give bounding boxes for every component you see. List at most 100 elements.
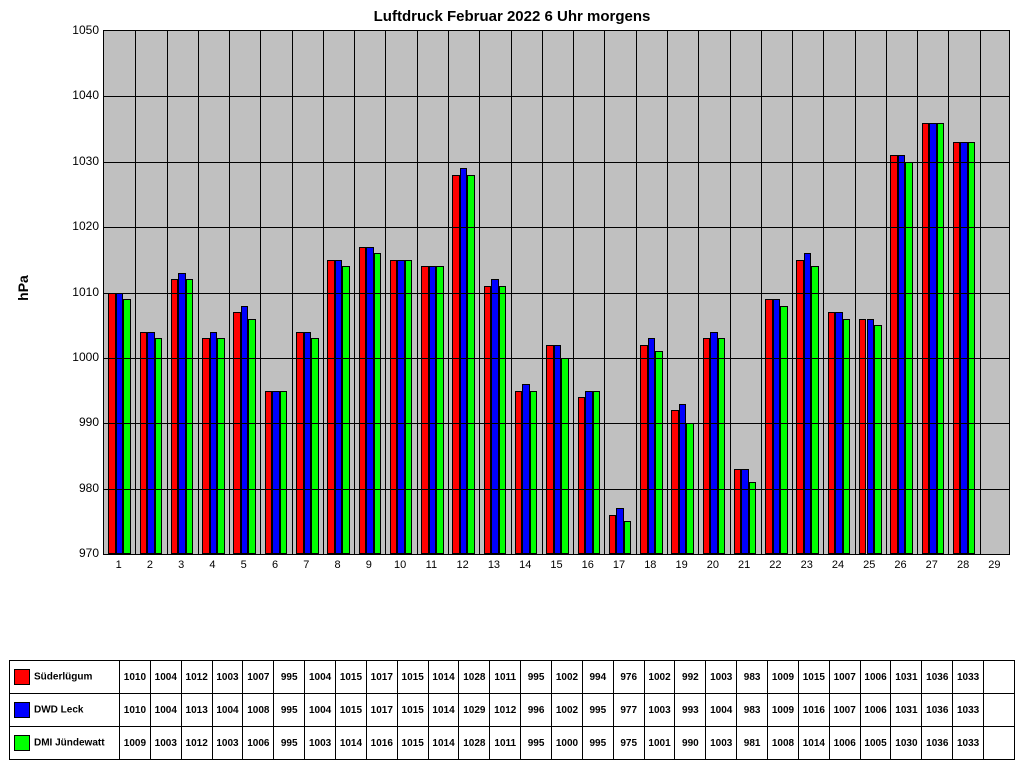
table-cell: 1008 <box>768 727 799 760</box>
gridline <box>104 162 1009 163</box>
table-cell: 995 <box>274 727 305 760</box>
gridline <box>104 358 1009 359</box>
table-cell: 1016 <box>366 727 397 760</box>
table-cell: 1033 <box>953 727 984 760</box>
x-tick-label: 7 <box>303 559 309 571</box>
table-cell: 1015 <box>336 694 367 727</box>
x-tick-label: 24 <box>832 559 844 571</box>
x-tick-label: 20 <box>707 559 719 571</box>
y-tick-label: 1030 <box>72 154 99 168</box>
bar <box>741 469 749 554</box>
legend-label: Süderlügum <box>34 672 92 683</box>
bar <box>804 253 812 554</box>
table-cell: 1001 <box>644 727 675 760</box>
x-tick-label: 2 <box>147 559 153 571</box>
table-cell: 1003 <box>150 727 181 760</box>
vgridline <box>542 31 543 554</box>
y-tick-label: 1020 <box>72 219 99 233</box>
table-cell: 1004 <box>212 694 243 727</box>
table-cell: 1012 <box>181 661 212 694</box>
bar <box>648 338 656 554</box>
table-row: DMI Jündewatt100910031012100310069951003… <box>10 727 1015 760</box>
bar <box>796 260 804 554</box>
x-tick-label: 13 <box>488 559 500 571</box>
table-cell: 1029 <box>459 694 490 727</box>
table-cell: 1009 <box>768 694 799 727</box>
vgridline <box>886 31 887 554</box>
table-cell: 1004 <box>150 694 181 727</box>
bar <box>304 332 312 554</box>
bar <box>780 306 788 554</box>
table-cell: 1009 <box>768 661 799 694</box>
vgridline <box>167 31 168 554</box>
bar <box>960 142 968 554</box>
y-tick-label: 1050 <box>72 23 99 37</box>
table-cell: 983 <box>737 694 768 727</box>
plot-area <box>103 30 1010 555</box>
table-cell: 1003 <box>212 661 243 694</box>
table-cell: 1036 <box>922 727 953 760</box>
table-cell: 995 <box>521 727 552 760</box>
table-cell: 1036 <box>922 661 953 694</box>
x-tick-label: 28 <box>957 559 969 571</box>
bar <box>773 299 781 554</box>
bar <box>429 266 437 554</box>
bar <box>679 404 687 554</box>
bar <box>265 391 273 554</box>
bar <box>467 175 475 554</box>
legend-swatch <box>14 702 30 718</box>
vgridline <box>792 31 793 554</box>
x-tick-label: 26 <box>894 559 906 571</box>
vgridline <box>917 31 918 554</box>
bar <box>585 391 593 554</box>
bar <box>335 260 343 554</box>
y-tick-labels: 970980990100010101020103010401050 <box>55 30 103 575</box>
bar <box>452 175 460 554</box>
legend-cell: DWD Leck <box>10 694 120 727</box>
chart-container: Luftdruck Februar 2022 6 Uhr morgens hPa… <box>0 0 1024 768</box>
vgridline <box>573 31 574 554</box>
bar <box>202 338 210 554</box>
table-cell: 1015 <box>397 727 428 760</box>
bar <box>342 266 350 554</box>
vgridline <box>354 31 355 554</box>
table-cell: 1005 <box>860 727 891 760</box>
vgridline <box>198 31 199 554</box>
vgridline <box>980 31 981 554</box>
x-tick-labels: 1234567891011121314151617181920212223242… <box>103 557 1010 575</box>
bar <box>296 332 304 554</box>
chart-area: 970980990100010101020103010401050 123456… <box>55 30 1015 575</box>
x-tick-label: 21 <box>738 559 750 571</box>
table-cell: 996 <box>521 694 552 727</box>
bar <box>828 312 836 554</box>
x-tick-label: 18 <box>644 559 656 571</box>
x-tick-label: 12 <box>457 559 469 571</box>
bar <box>811 266 819 554</box>
x-tick-label: 9 <box>366 559 372 571</box>
bar <box>140 332 148 554</box>
gridline <box>104 96 1009 97</box>
bar <box>491 279 499 554</box>
x-tick-label: 5 <box>241 559 247 571</box>
y-tick-label: 970 <box>79 546 99 560</box>
vgridline <box>636 31 637 554</box>
vgridline <box>229 31 230 554</box>
vgridline <box>385 31 386 554</box>
bar <box>241 306 249 554</box>
table-cell: 995 <box>521 661 552 694</box>
bar <box>671 410 679 554</box>
table-cell: 1004 <box>150 661 181 694</box>
bar <box>147 332 155 554</box>
table-cell: 993 <box>675 694 706 727</box>
x-tick-label: 19 <box>675 559 687 571</box>
bar <box>734 469 742 554</box>
table-cell: 1004 <box>706 694 737 727</box>
table-cell <box>984 661 1015 694</box>
table-cell: 1003 <box>706 661 737 694</box>
bar <box>233 312 241 554</box>
gridline <box>104 489 1009 490</box>
table-cell: 1010 <box>120 661 151 694</box>
bar <box>397 260 405 554</box>
vgridline <box>511 31 512 554</box>
bar <box>561 358 569 554</box>
